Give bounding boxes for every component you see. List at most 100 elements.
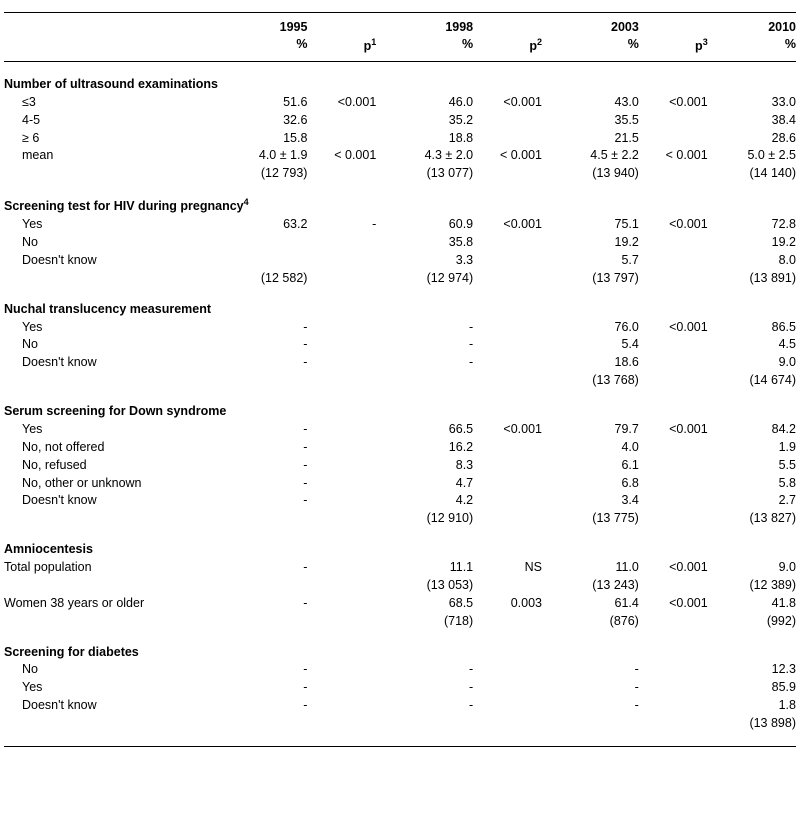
cell-y1998: - (376, 660, 473, 678)
cell-p1 (307, 696, 376, 714)
cell-p3: < 0.001 (639, 146, 708, 164)
cell-y1998: (13 053) (376, 576, 473, 594)
cell-p2 (473, 474, 542, 492)
cell-p3 (639, 491, 708, 509)
cell-y2003: 4.0 (542, 438, 639, 456)
cell-y2003: (13 775) (542, 509, 639, 527)
table-row: (718)(876)(992) (4, 612, 796, 630)
cell-p2 (473, 509, 542, 527)
table-row: ≤351.6<0.00146.0<0.00143.0<0.00133.0 (4, 93, 796, 111)
cell-y2010: (13 827) (708, 509, 796, 527)
cell-p2 (473, 612, 542, 630)
section-title: Number of ultrasound examinations (4, 61, 796, 92)
cell-p1 (307, 335, 376, 353)
cell-label: No (4, 335, 211, 353)
cell-y2003: 6.1 (542, 456, 639, 474)
cell-y2010: 9.0 (708, 558, 796, 576)
cell-p2 (473, 129, 542, 147)
section-title: Screening test for HIV during pregnancy4 (4, 182, 796, 215)
table-row: No, refused-8.36.15.5 (4, 456, 796, 474)
col-pct-1998: % (376, 36, 473, 62)
cell-y1998 (376, 714, 473, 732)
cell-label: Doesn't know (4, 491, 211, 509)
cell-y1998: - (376, 318, 473, 336)
cell-y2010: (14 140) (708, 164, 796, 182)
cell-p2 (473, 233, 542, 251)
cell-y2003: 6.8 (542, 474, 639, 492)
cell-y1998: (718) (376, 612, 473, 630)
cell-p1 (307, 438, 376, 456)
table-row: Doesn't know-4.23.42.7 (4, 491, 796, 509)
cell-y2003: 18.6 (542, 353, 639, 371)
cell-y2010: 5.5 (708, 456, 796, 474)
cell-y1998: 60.9 (376, 215, 473, 233)
cell-p1: < 0.001 (307, 146, 376, 164)
cell-y1998: (13 077) (376, 164, 473, 182)
cell-p1 (307, 456, 376, 474)
cell-p1 (307, 558, 376, 576)
cell-y2010: 19.2 (708, 233, 796, 251)
cell-p1 (307, 660, 376, 678)
cell-y2010: 9.0 (708, 353, 796, 371)
cell-p1 (307, 269, 376, 287)
cell-y2010: 84.2 (708, 420, 796, 438)
cell-y1995: 4.0 ± 1.9 (211, 146, 308, 164)
cell-label (4, 371, 211, 389)
cell-p3 (639, 660, 708, 678)
cell-p1 (307, 420, 376, 438)
cell-p3 (639, 164, 708, 182)
cell-p1 (307, 491, 376, 509)
cell-label: No, other or unknown (4, 474, 211, 492)
cell-p3 (639, 335, 708, 353)
cell-y1998: 16.2 (376, 438, 473, 456)
cell-label (4, 612, 211, 630)
cell-y2010: 28.6 (708, 129, 796, 147)
cell-y2003: 76.0 (542, 318, 639, 336)
cell-y1998: - (376, 678, 473, 696)
table-row: No---12.3 (4, 660, 796, 678)
cell-y2010: 12.3 (708, 660, 796, 678)
cell-y2003: (876) (542, 612, 639, 630)
table-row: Yes-66.5<0.00179.7<0.00184.2 (4, 420, 796, 438)
cell-y1995: 51.6 (211, 93, 308, 111)
cell-p2: <0.001 (473, 93, 542, 111)
cell-y2003: 35.5 (542, 111, 639, 129)
table-row: mean4.0 ± 1.9< 0.0014.3 ± 2.0< 0.0014.5 … (4, 146, 796, 164)
table-row: (13 053)(13 243)(12 389) (4, 576, 796, 594)
cell-p1 (307, 509, 376, 527)
cell-p2 (473, 251, 542, 269)
cell-y1995 (211, 233, 308, 251)
cell-y1998: - (376, 335, 473, 353)
cell-p1 (307, 251, 376, 269)
cell-label: Doesn't know (4, 251, 211, 269)
cell-p3: <0.001 (639, 93, 708, 111)
table-row: (13 768)(14 674) (4, 371, 796, 389)
table-row: (12 582)(12 974)(13 797)(13 891) (4, 269, 796, 287)
cell-y1998: (12 974) (376, 269, 473, 287)
cell-y1998: 11.1 (376, 558, 473, 576)
section-title: Serum screening for Down syndrome (4, 389, 796, 420)
cell-y2003: 3.4 (542, 491, 639, 509)
cell-p1 (307, 111, 376, 129)
cell-y2010: 1.9 (708, 438, 796, 456)
cell-p3 (639, 714, 708, 732)
cell-label: Total population (4, 558, 211, 576)
cell-p1 (307, 714, 376, 732)
table-row: Total population-11.1NS11.0<0.0019.0 (4, 558, 796, 576)
sup-2: 2 (537, 37, 542, 47)
cell-y2003: - (542, 660, 639, 678)
cell-y2003: (13 797) (542, 269, 639, 287)
section-title: Screening for diabetes (4, 630, 796, 661)
cell-y1995 (211, 576, 308, 594)
cell-y2010: 86.5 (708, 318, 796, 336)
col-1998: 1998 (376, 13, 473, 36)
cell-y2003: 43.0 (542, 93, 639, 111)
cell-label: Yes (4, 678, 211, 696)
cell-y2003 (542, 714, 639, 732)
cell-y1995: 63.2 (211, 215, 308, 233)
cell-y2010: 1.8 (708, 696, 796, 714)
table-row: (12 910)(13 775)(13 827) (4, 509, 796, 527)
cell-y1995: - (211, 335, 308, 353)
table-row: Yes--76.0<0.00186.5 (4, 318, 796, 336)
cell-label: mean (4, 146, 211, 164)
